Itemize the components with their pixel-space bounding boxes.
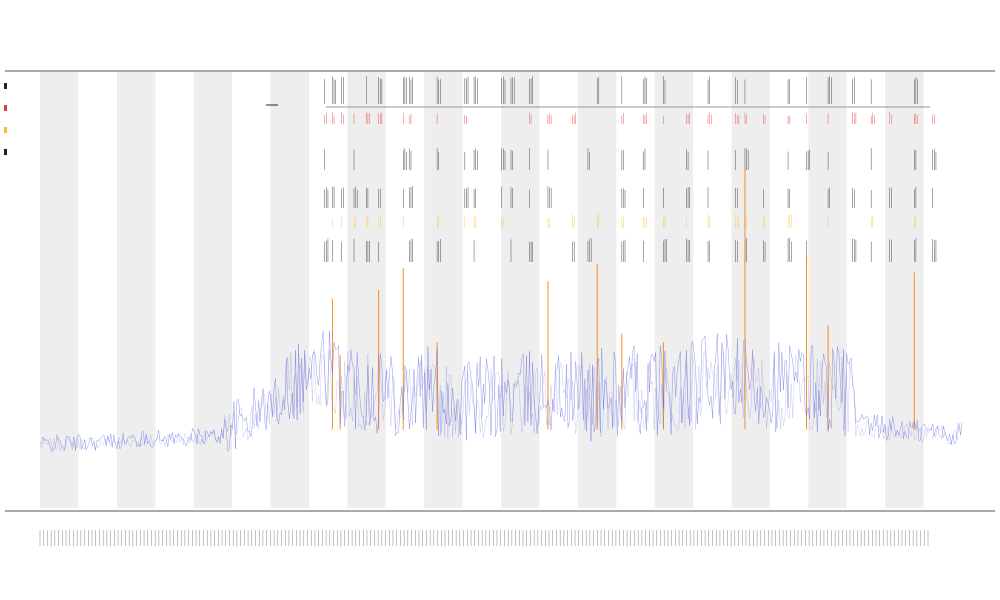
band-stripe — [501, 72, 540, 508]
legend-swatch — [4, 83, 7, 89]
band-stripe — [808, 72, 847, 508]
band-stripe — [347, 72, 386, 508]
band-stripe — [731, 72, 770, 508]
band-stripe — [654, 72, 694, 508]
series-line — [39, 331, 963, 453]
band-stripe — [40, 72, 79, 508]
legend-swatch — [4, 149, 7, 155]
band-stripe — [424, 72, 463, 508]
series-line — [39, 349, 963, 452]
series-lines — [39, 331, 963, 453]
band-stripe — [270, 72, 309, 508]
band-stripe — [885, 72, 924, 508]
legend-swatch — [4, 105, 7, 111]
event-tracks — [324, 76, 937, 262]
band-stripes — [40, 72, 924, 508]
legend-swatch — [4, 127, 7, 133]
x-tick-labels — [39, 530, 929, 546]
legend — [4, 83, 7, 155]
